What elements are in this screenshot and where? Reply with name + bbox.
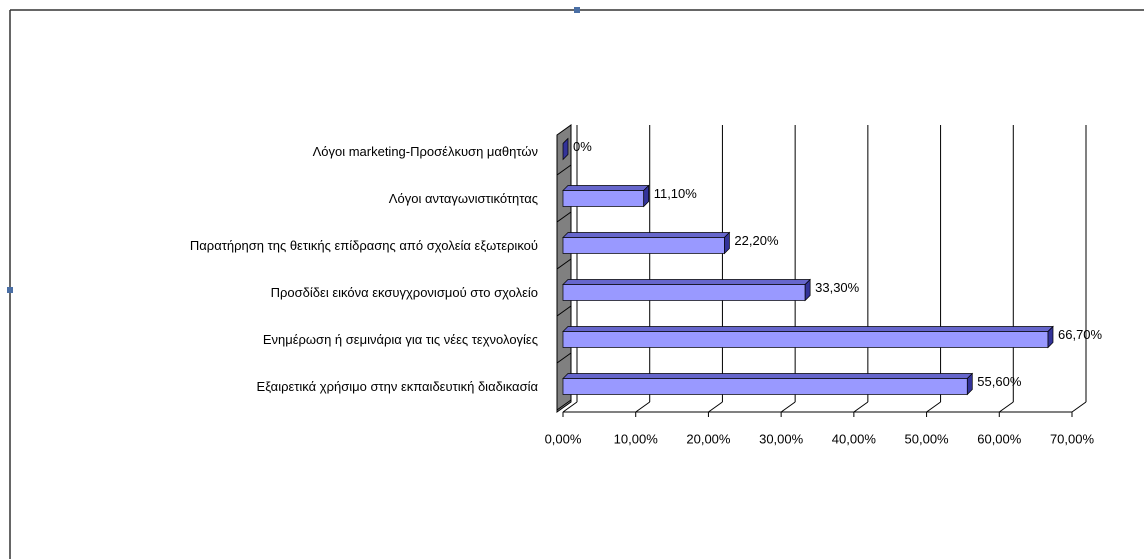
bar-front [562,284,806,301]
bar [562,231,731,255]
bar-front [562,378,968,395]
floor-line [635,401,651,413]
floor-line [1071,401,1087,413]
floor-line [708,401,723,413]
x-tick-label: 20,00% [686,431,731,446]
floor-line [780,401,796,413]
floor-line [926,401,941,413]
value-label: 33,30% [815,280,860,295]
y-tick-label: Λόγοι ανταγωνιστικότητας [388,190,538,206]
y-tick-label: Παρατήρηση της θετικής επίδρασης από σχο… [189,237,538,253]
bar-top [562,326,1054,332]
x-tick-label: 30,00% [759,431,804,446]
bar-side [562,137,569,161]
bar-front [562,237,725,254]
category-label-row: Εξαιρετικά χρήσιμο στην εκπαιδευτική δια… [38,378,538,394]
y-tick [556,399,572,411]
bar-top [562,185,650,191]
bar-side [966,372,973,396]
bar [562,372,974,396]
category-label-row: Λόγοι ανταγωνιστικότητας [38,190,538,206]
x-tick-label: 40,00% [832,431,877,446]
handle [7,287,13,293]
y-tick [556,211,572,223]
bar-top [562,373,974,379]
category-label-row: Λόγοι marketing-Προσέλκυση μαθητών [38,143,538,159]
value-label: 22,20% [734,233,779,248]
category-label-row: Ενημέρωση ή σεμινάρια για τις νέες τεχνο… [38,331,538,347]
y-tick-label: Λόγοι marketing-Προσέλκυση μαθητών [312,143,538,159]
x-tick-label: 60,00% [977,431,1022,446]
x-tick-label: 50,00% [905,431,950,446]
y-tick [556,352,572,364]
left-wall [556,124,572,413]
bar-top [562,279,811,285]
y-tick-label: Προσδίδει εικόνα εκσυγχρονισμού στο σχολ… [270,284,538,300]
value-label: 11,10% [654,186,698,201]
bar-side [804,278,811,302]
bar [562,137,569,161]
bar-side [643,184,650,208]
floor-line [853,401,869,413]
bar-top [562,232,731,238]
bar [562,278,811,302]
value-label: 55,60% [977,374,1022,389]
category-label-row: Προσδίδει εικόνα εκσυγχρονισμού στο σχολ… [38,284,538,300]
y-tick-label: Εξαιρετικά χρήσιμο στην εκπαιδευτική δια… [256,378,538,394]
value-label: 66,70% [1058,327,1103,342]
y-tick-label: Ενημέρωση ή σεμινάρια για τις νέες τεχνο… [262,331,538,347]
bar-front [562,190,645,207]
bar-side [724,231,730,255]
handle [574,7,580,13]
y-tick [556,305,572,317]
x-tick-label: 70,00% [1050,431,1095,446]
bar-front [562,331,1049,348]
y-tick [556,164,572,176]
x-tick-label: 0,00% [545,431,582,446]
bar [562,184,650,208]
y-tick [556,258,572,270]
floor-line [562,401,578,413]
category-label-row: Παρατήρηση της θετικής επίδρασης από σχο… [38,237,538,253]
x-tick-label: 10,00% [614,431,659,446]
bar [562,325,1054,349]
bar-side [1047,325,1054,349]
value-label: 0% [573,139,592,154]
floor-line [998,401,1014,413]
